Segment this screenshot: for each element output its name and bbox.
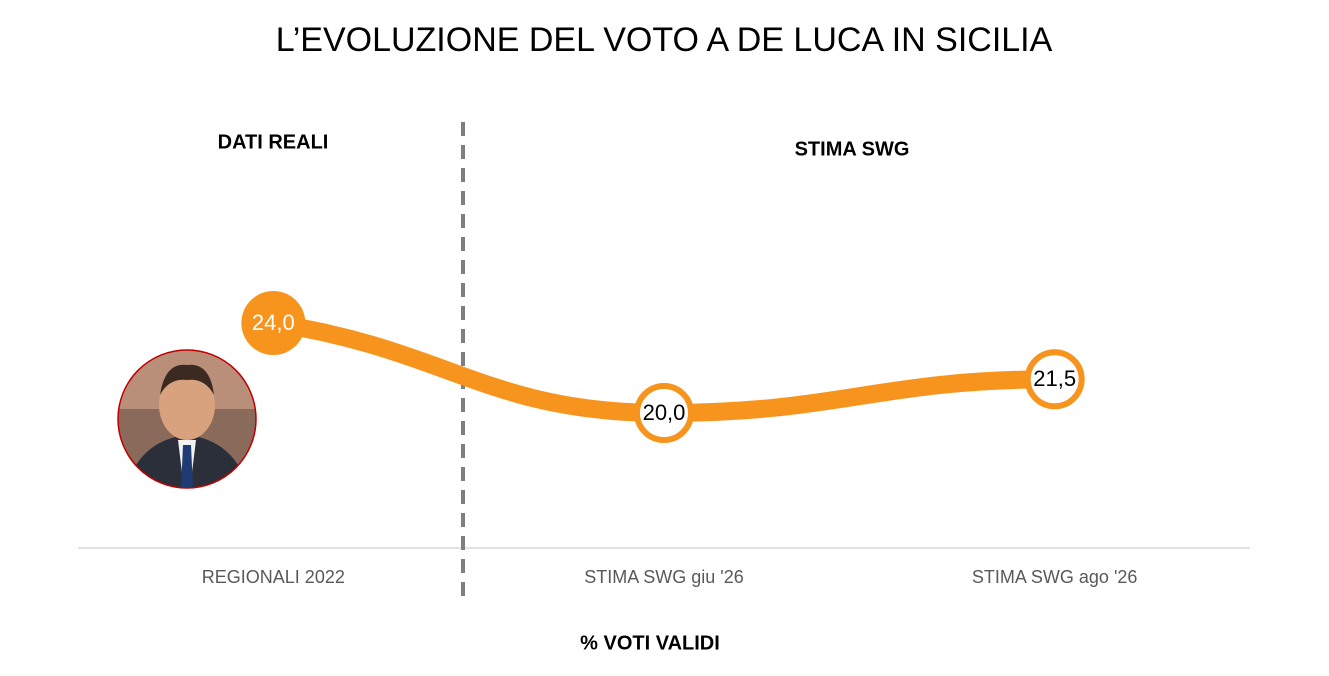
marker bbox=[241, 291, 306, 355]
x-tick-label: STIMA SWG ago '26 bbox=[972, 567, 1138, 587]
chart-title: L’EVOLUZIONE DEL VOTO A DE LUCA IN SICIL… bbox=[276, 21, 1053, 59]
annotation: DATI REALI bbox=[218, 131, 329, 153]
x-tick-label: REGIONALI 2022 bbox=[202, 567, 345, 587]
marker bbox=[634, 383, 694, 443]
x-tick-label: STIMA SWG giu '26 bbox=[584, 567, 744, 587]
data-label: 21,5 bbox=[1033, 366, 1076, 391]
x-axis-title: % VOTI VALIDI bbox=[580, 632, 720, 654]
portrait bbox=[117, 349, 257, 489]
marker bbox=[1024, 349, 1085, 410]
annotation: STIMA SWG bbox=[795, 138, 910, 160]
data-label: 20,0 bbox=[643, 400, 686, 425]
data-label: 24,0 bbox=[252, 310, 295, 335]
